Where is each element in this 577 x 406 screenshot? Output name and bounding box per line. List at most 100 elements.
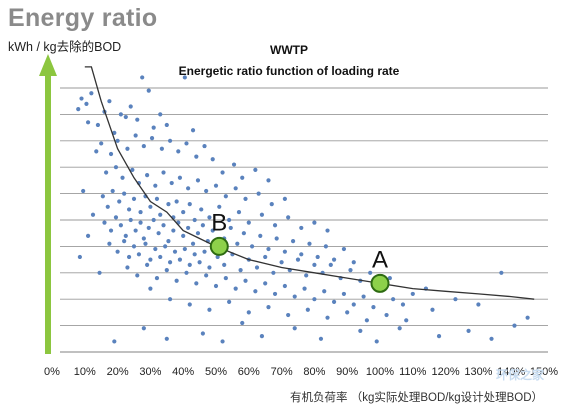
data-point [240,175,245,180]
data-point [286,312,291,318]
data-point [90,212,96,217]
data-point [167,297,173,302]
data-point [120,175,125,180]
data-point [269,202,274,207]
data-point [253,289,258,294]
data-point [136,252,142,257]
x-tick-label: 150% [530,366,558,378]
data-point [222,262,227,267]
data-point [186,225,191,231]
data-point [374,339,379,344]
data-point [202,143,207,149]
x-tick-label: 90% [336,366,358,378]
x-tick-label: 130% [464,366,492,378]
data-point [489,336,494,341]
data-point [148,286,153,291]
data-point [282,283,287,289]
x-tick-label: 100% [366,366,394,378]
data-point [141,143,146,149]
data-point [202,249,207,254]
data-point [104,170,109,175]
data-point [113,215,119,220]
data-point [371,305,376,310]
trend-curve [84,66,535,300]
data-point [182,75,187,80]
data-point [364,318,369,323]
data-point [197,260,202,265]
data-point [138,209,143,215]
watermark-logo: 环保之家 [496,368,545,382]
data-point [476,302,481,307]
data-point [358,328,363,333]
data-point [146,88,151,93]
data-point [131,244,137,249]
data-point [271,270,276,275]
data-point [145,262,150,267]
data-point [171,228,176,233]
data-point [128,217,133,223]
data-point [430,307,435,312]
data-point [131,196,137,201]
data-point [176,149,181,154]
data-point [143,241,148,246]
data-point [107,99,112,104]
data-point [77,254,82,260]
data-point [148,257,153,262]
data-point [243,196,248,201]
data-point [292,294,297,299]
data-point [228,225,233,231]
data-point [84,101,89,106]
data-point [272,223,278,228]
data-point [187,262,192,267]
data-point [323,244,328,249]
data-point [174,199,179,204]
data-point [384,312,389,318]
data-point [213,183,219,188]
data-point [207,307,212,312]
data-point [512,323,517,328]
data-point [361,294,366,299]
data-point [118,223,123,228]
chart-subtitle: Energetic ratio function of loading rate [179,64,400,78]
data-point [141,236,146,241]
x-tick-label: 120% [432,366,460,378]
data-point [97,270,102,275]
data-point [279,260,284,265]
data-point [253,167,258,172]
data-point [118,112,123,117]
x-tick-label: 50% [205,366,227,378]
data-point [177,175,183,180]
annotation-label-a: A [372,246,388,273]
data-point [112,130,117,135]
data-point [115,138,120,143]
data-point [241,231,246,236]
data-point [391,297,396,302]
data-point [125,265,130,270]
data-point [159,146,164,151]
x-tick-label: 140% [497,366,525,378]
x-tick-label: 10% [74,366,96,378]
data-point [194,281,199,286]
data-point [110,188,115,194]
data-point [235,241,240,246]
data-point [81,188,86,194]
data-point [246,310,251,315]
x-tick-label: 0% [44,366,60,378]
data-point [282,196,287,201]
data-point [246,220,251,225]
data-point [266,246,271,252]
data-point [387,275,392,281]
data-point [231,162,237,167]
data-point [94,149,99,154]
data-point [192,217,197,223]
data-point [154,275,160,281]
data-point [76,107,81,112]
data-point [227,299,232,304]
data-point [290,239,296,244]
x-tick-label: 20% [107,366,129,378]
grid-lines [60,87,548,353]
data-point [89,91,94,96]
data-point [177,257,183,262]
data-point [174,278,179,283]
data-point [167,260,173,265]
